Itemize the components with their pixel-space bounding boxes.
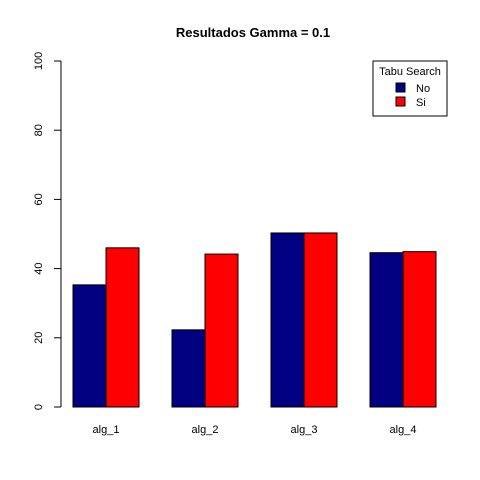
bar-alg_2-No — [171, 329, 206, 408]
y-tick-label: 80 — [33, 124, 45, 136]
x-category-label: alg_3 — [291, 424, 318, 436]
legend-title: Tabu Search — [379, 66, 441, 78]
legend: Tabu Search No Si — [372, 60, 448, 117]
legend-label-No: No — [416, 83, 430, 95]
legend-box — [372, 60, 448, 117]
y-tick-label: 40 — [33, 262, 45, 274]
bar-alg_3-No — [270, 232, 305, 408]
bar-alg_1-No — [72, 284, 107, 408]
bar-alg_1-Si — [105, 247, 140, 408]
x-category-label: alg_2 — [192, 424, 219, 436]
y-tick-label: 20 — [33, 332, 45, 344]
bar-alg_2-Si — [204, 253, 239, 408]
x-category-label: alg_4 — [390, 424, 417, 436]
y-tick-label: 60 — [33, 193, 45, 205]
x-category-label: alg_1 — [93, 424, 120, 436]
legend-label-Si: Si — [416, 97, 426, 109]
bar-alg_4-No — [369, 252, 404, 408]
bar-alg_3-Si — [303, 232, 338, 408]
y-tick-label: 100 — [33, 52, 45, 70]
y-axis: 0 20 40 60 80 100 — [33, 52, 62, 410]
bar-alg_4-Si — [402, 251, 437, 408]
legend-swatch-Si — [395, 96, 406, 107]
y-tick-label: 0 — [33, 404, 45, 410]
chart-title: Resultados Gamma = 0.1 — [176, 25, 330, 40]
x-axis-labels: alg_1 alg_2 alg_3 alg_4 — [93, 424, 417, 436]
bars — [72, 232, 437, 408]
legend-swatch-No — [395, 82, 406, 93]
